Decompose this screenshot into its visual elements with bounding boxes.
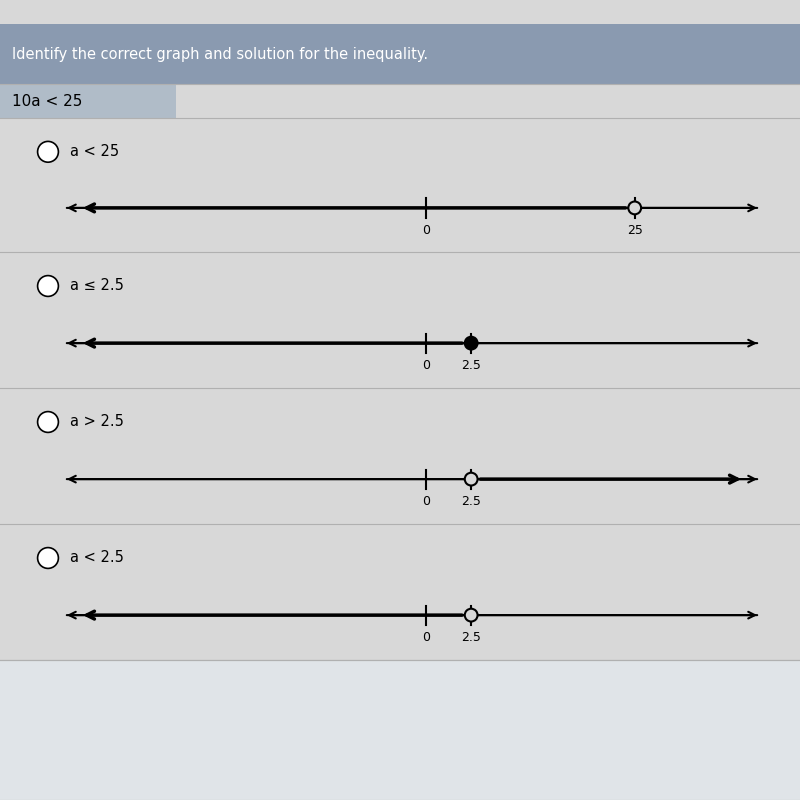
Text: a > 2.5: a > 2.5 xyxy=(70,414,124,430)
Circle shape xyxy=(38,142,58,162)
Text: 0: 0 xyxy=(422,631,430,644)
Circle shape xyxy=(465,473,478,486)
Circle shape xyxy=(628,202,641,214)
Bar xyxy=(0,84,176,118)
Text: 0: 0 xyxy=(422,224,430,237)
Text: a < 2.5: a < 2.5 xyxy=(70,550,124,566)
Text: 0: 0 xyxy=(422,495,430,508)
Text: a < 25: a < 25 xyxy=(70,144,119,159)
Text: 2.5: 2.5 xyxy=(462,359,481,372)
Circle shape xyxy=(465,337,478,350)
Circle shape xyxy=(38,411,58,432)
Text: Identify the correct graph and solution for the inequality.: Identify the correct graph and solution … xyxy=(12,46,428,62)
Circle shape xyxy=(465,609,478,622)
Text: 0: 0 xyxy=(422,359,430,372)
Circle shape xyxy=(38,275,58,296)
Text: 2.5: 2.5 xyxy=(462,631,481,644)
Text: 10a < 25: 10a < 25 xyxy=(12,94,82,109)
Text: a ≤ 2.5: a ≤ 2.5 xyxy=(70,278,124,294)
Text: 25: 25 xyxy=(626,224,642,237)
Text: 2.5: 2.5 xyxy=(462,495,481,508)
Bar xyxy=(0,24,800,84)
Bar xyxy=(0,660,800,800)
Circle shape xyxy=(38,547,58,568)
